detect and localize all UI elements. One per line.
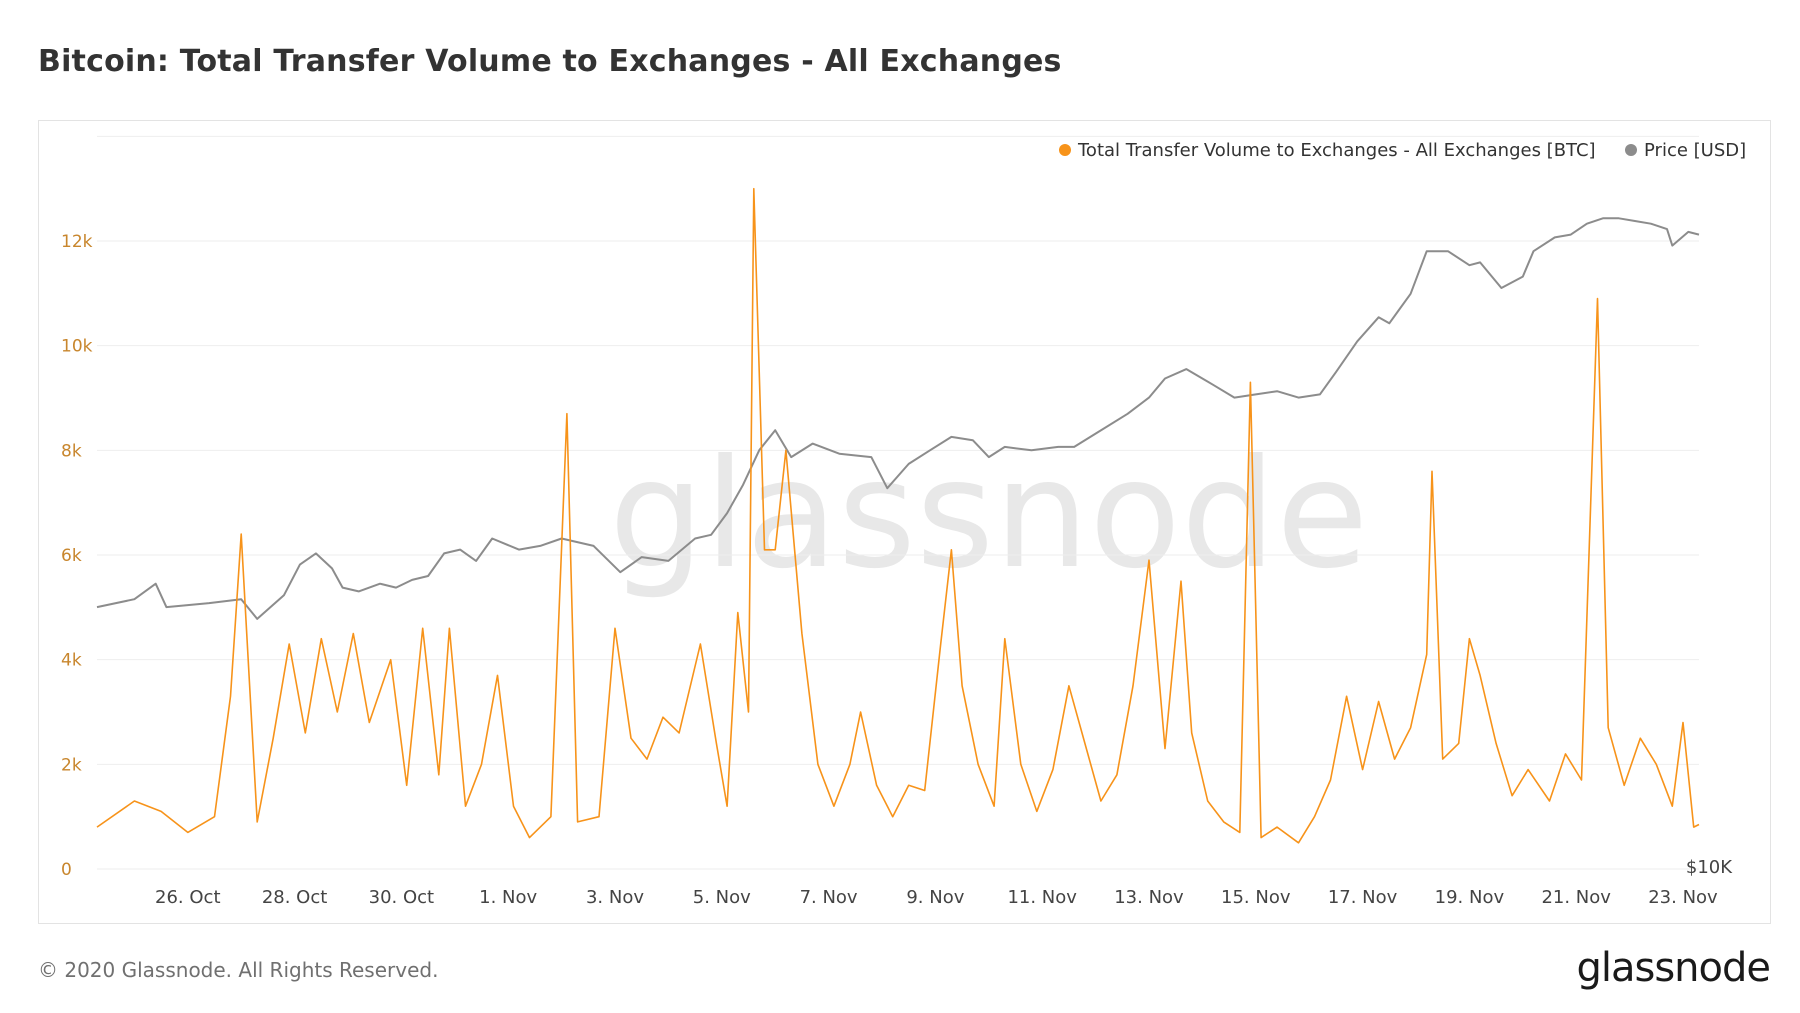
y-tick-label: 0 bbox=[61, 860, 72, 880]
legend-item-volume[interactable]: Total Transfer Volume to Exchanges - All… bbox=[1059, 140, 1596, 161]
price-series bbox=[96, 217, 1700, 620]
y-tick-label: 12k bbox=[61, 232, 93, 252]
volume-line bbox=[96, 187, 1700, 844]
x-tick-label: 26. Oct bbox=[155, 887, 220, 908]
y-tick-label: 2k bbox=[61, 755, 82, 775]
x-tick-label: 1. Nov bbox=[479, 887, 537, 908]
x-tick-label: 28. Oct bbox=[262, 887, 327, 908]
legend-label-volume: Total Transfer Volume to Exchanges - All… bbox=[1077, 140, 1596, 161]
x-tick-label: 13. Nov bbox=[1114, 887, 1184, 908]
x-tick-label: 11. Nov bbox=[1007, 887, 1077, 908]
y-tick-label: 4k bbox=[61, 651, 82, 671]
legend-swatch-price bbox=[1625, 144, 1637, 156]
chart-title: Bitcoin: Total Transfer Volume to Exchan… bbox=[38, 44, 1062, 79]
volume-series bbox=[96, 187, 1700, 844]
legend-item-price[interactable]: Price [USD] bbox=[1625, 140, 1746, 161]
x-tick-label: 15. Nov bbox=[1221, 887, 1291, 908]
legend-swatch-volume bbox=[1059, 144, 1071, 156]
x-tick-label: 7. Nov bbox=[800, 887, 858, 908]
legend-label-price: Price [USD] bbox=[1644, 140, 1746, 161]
x-axis-ticks: 26. Oct 28. Oct 30. Oct 1. Nov 3. Nov 5. Nov 7… bbox=[155, 887, 1718, 908]
right-axis-tick: $10K bbox=[1686, 857, 1733, 878]
x-tick-label: 21. Nov bbox=[1541, 887, 1611, 908]
x-tick-label: 17. Nov bbox=[1328, 887, 1398, 908]
chart-frame: glassnode 0 2k 4k 6k 8k 10k 12k 26. Oct 28. Oct… bbox=[38, 120, 1771, 924]
grid-lines bbox=[97, 135, 1699, 870]
y-tick-label: 6k bbox=[61, 546, 82, 566]
y-axis-ticks: 0 2k 4k 6k 8k 10k 12k bbox=[61, 232, 93, 880]
x-tick-label: 9. Nov bbox=[906, 887, 964, 908]
y-tick-label: 10k bbox=[61, 337, 93, 357]
copyright-footer: © 2020 Glassnode. All Rights Reserved. bbox=[38, 958, 439, 982]
y-tick-label: 8k bbox=[61, 441, 82, 461]
price-line bbox=[96, 217, 1700, 620]
glassnode-logo[interactable]: glassnode bbox=[1576, 945, 1771, 991]
x-tick-label: 5. Nov bbox=[693, 887, 751, 908]
x-tick-label: 19. Nov bbox=[1435, 887, 1505, 908]
legend: Total Transfer Volume to Exchanges - All… bbox=[1059, 140, 1746, 161]
x-tick-label: 23. Nov bbox=[1648, 887, 1718, 908]
x-tick-label: 30. Oct bbox=[369, 887, 434, 908]
x-tick-label: 3. Nov bbox=[586, 887, 644, 908]
